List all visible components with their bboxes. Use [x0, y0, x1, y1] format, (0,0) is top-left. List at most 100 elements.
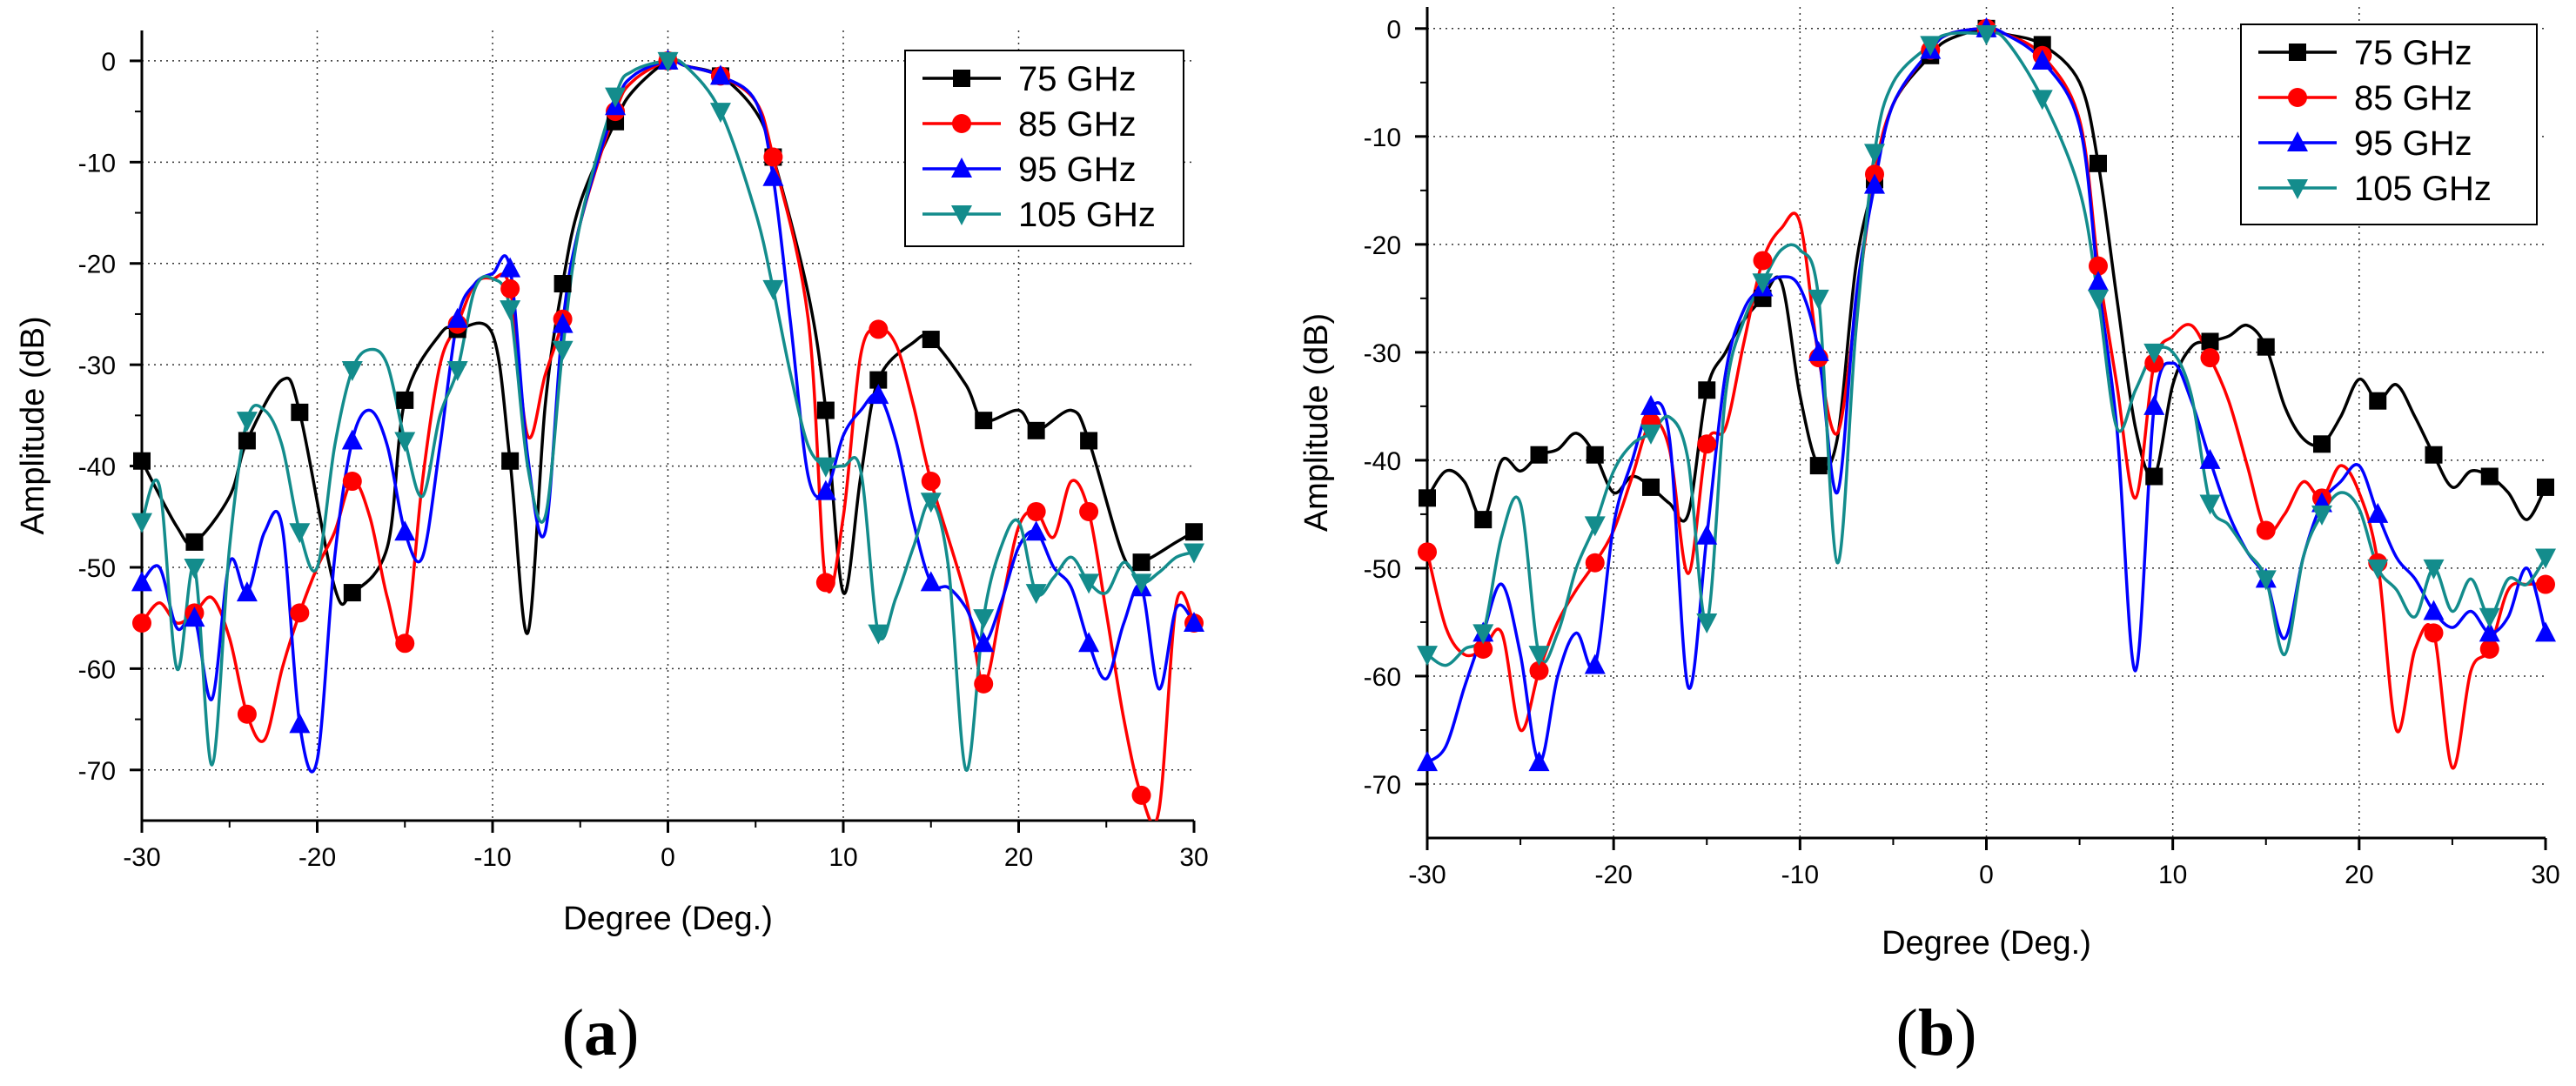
data-point-75-ghz — [185, 533, 204, 551]
data-point-95-ghz — [2143, 394, 2165, 415]
data-point-105-ghz — [1417, 646, 1438, 667]
data-point-105-ghz — [657, 51, 679, 72]
data-point-75-ghz — [1698, 381, 1716, 399]
data-point-85-ghz — [921, 472, 941, 492]
x-tick-label: 20 — [2345, 861, 2373, 889]
y-tick-label: -10 — [1364, 124, 1401, 152]
data-point-95-ghz — [1584, 654, 1606, 674]
data-point-105-ghz — [2311, 505, 2332, 526]
data-point-95-ghz — [2199, 448, 2221, 469]
data-point-85-ghz — [1529, 660, 1549, 680]
data-point-75-ghz — [869, 371, 888, 389]
data-point-95-ghz — [1078, 632, 1100, 653]
data-point-85-ghz — [2479, 639, 2499, 659]
legend-label: 75 GHz — [2354, 34, 2472, 72]
data-point-75-ghz — [816, 401, 835, 419]
data-point-95-ghz — [2367, 502, 2389, 523]
data-point-95-ghz — [2088, 271, 2109, 292]
y-tick-label: -30 — [78, 352, 116, 380]
data-point-75-ghz — [1132, 553, 1150, 572]
data-point-85-ghz — [1585, 553, 1605, 573]
data-point-75-ghz — [2369, 392, 2387, 410]
data-point-75-ghz — [1185, 523, 1203, 541]
data-point-105-ghz — [2479, 607, 2500, 628]
caption-b: (b) — [1896, 996, 1977, 1069]
data-point-75-ghz — [2313, 435, 2331, 453]
data-point-105-ghz — [289, 523, 311, 544]
data-point-85-ghz — [1026, 501, 1046, 521]
legend-swatch-marker — [951, 158, 972, 178]
x-tick-label: 10 — [2158, 861, 2187, 889]
y-tick-label: -70 — [1364, 771, 1401, 800]
data-point-105-ghz — [236, 412, 258, 432]
data-point-95-ghz — [184, 607, 205, 627]
legend-swatch-marker — [2289, 44, 2306, 61]
data-point-95-ghz — [1640, 394, 1661, 415]
data-point-105-ghz — [1752, 273, 1774, 294]
legend-label: 95 GHz — [2354, 124, 2472, 163]
data-point-85-ghz — [2200, 348, 2220, 368]
chart-panel-b: -30 -20 -10 0 10 20 30 0 -10 -20 -30 -40 -50 -60 -70 De… — [1298, 7, 2560, 962]
data-point-105-ghz — [1920, 36, 1942, 57]
y-axis-label: Amplitude (dB) — [15, 316, 51, 534]
data-point-95-ghz — [236, 581, 258, 602]
data-point-85-ghz — [2424, 623, 2444, 643]
data-point-85-ghz — [869, 319, 889, 339]
data-point-95-ghz — [1864, 173, 1885, 194]
data-point-85-ghz — [815, 573, 835, 593]
data-point-75-ghz — [2257, 338, 2275, 356]
data-point-95-ghz — [2535, 621, 2556, 642]
y-axis-label: Amplitude (dB) — [1298, 313, 1335, 532]
data-point-75-ghz — [2090, 154, 2107, 172]
data-point-75-ghz — [396, 391, 414, 409]
data-point-75-ghz — [343, 584, 361, 602]
y-tick-label: -50 — [1364, 555, 1401, 584]
caption-a-open: ( — [562, 996, 584, 1069]
series-line-105-ghz — [142, 58, 1194, 772]
y-tick-label: -50 — [78, 554, 116, 583]
data-point-95-ghz — [1808, 340, 1829, 361]
data-point-85-ghz — [2256, 520, 2276, 540]
data-point-105-ghz — [1472, 624, 1494, 645]
data-point-105-ghz — [605, 87, 627, 108]
data-point-105-ghz — [341, 360, 363, 381]
x-axis-label: Degree (Deg.) — [563, 901, 773, 937]
data-point-95-ghz — [500, 257, 521, 278]
data-point-105-ghz — [868, 624, 889, 645]
data-point-95-ghz — [1696, 524, 1718, 545]
x-tick-label: 0 — [1979, 861, 1994, 889]
caption-b-open: ( — [1896, 996, 1918, 1069]
data-point-85-ghz — [237, 704, 257, 724]
x-tick-label: 30 — [1179, 843, 1208, 872]
data-point-85-ghz — [500, 278, 520, 298]
series-line-75-ghz — [1427, 26, 2546, 523]
y-tick-label: -60 — [1364, 663, 1401, 692]
data-point-85-ghz — [1697, 434, 1717, 454]
data-point-95-ghz — [394, 520, 416, 541]
data-point-105-ghz — [1528, 646, 1550, 667]
legend-swatch-marker — [2288, 88, 2307, 107]
data-point-105-ghz — [2199, 494, 2221, 515]
data-point-75-ghz — [133, 452, 151, 470]
x-tick-label: -20 — [1594, 861, 1632, 889]
data-point-95-ghz — [1528, 751, 1550, 772]
data-point-105-ghz — [2423, 559, 2445, 580]
data-point-95-ghz — [1417, 751, 1438, 772]
data-point-105-ghz — [1640, 424, 1661, 445]
data-point-105-ghz — [2088, 289, 2109, 310]
data-point-105-ghz — [1584, 516, 1606, 537]
caption-b-letter: b — [1918, 996, 1955, 1069]
data-point-75-ghz — [2201, 332, 2219, 351]
data-point-105-ghz — [394, 432, 416, 452]
x-tick-label: 10 — [828, 843, 857, 872]
data-point-75-ghz — [1809, 457, 1828, 475]
data-point-95-ghz — [1184, 612, 1204, 632]
x-tick-label: 30 — [2531, 861, 2559, 889]
data-point-85-ghz — [1418, 542, 1437, 562]
y-tick-label: -20 — [78, 251, 116, 279]
data-point-95-ghz — [762, 165, 784, 186]
data-point-105-ghz — [552, 340, 574, 361]
data-point-95-ghz — [2423, 600, 2445, 620]
y-tick-label: -60 — [78, 655, 116, 684]
data-point-95-ghz — [2031, 50, 2053, 70]
